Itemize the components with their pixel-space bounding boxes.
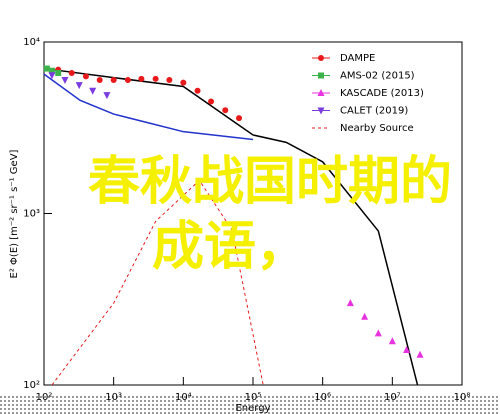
legend-label: AMS-02 (2015) [340,71,415,82]
legend-marker [317,89,325,96]
data-point [68,69,75,76]
data-point [110,77,117,84]
overlay-text: 春秋战国时期的 [88,152,452,212]
legend-marker [318,55,324,61]
overlay-text: 成语， [152,217,308,277]
legend-marker [318,72,324,79]
x-tick-label: 10⁶ [314,392,331,403]
data-point [103,92,111,100]
data-point [361,312,369,320]
data-point [194,87,201,94]
data-point [48,72,56,80]
data-point [89,87,97,95]
dotted-strip [0,396,500,414]
x-tick-label: 10⁴ [175,392,192,403]
data-point [208,98,215,105]
x-tick-label: 10⁷ [384,392,401,403]
data-point [55,69,62,76]
y-tick-label: 10² [23,380,40,391]
x-tick-label: 10² [36,392,53,403]
data-point [166,77,173,84]
legend-label: KASCADE (2013) [340,88,424,99]
data-point [388,337,396,345]
y-tick-label: 10⁴ [23,37,40,48]
data-point [180,79,187,86]
data-point [346,299,354,307]
data-point [138,75,145,82]
y-axis-label: E² Φ(E) [m⁻² sr⁻¹ s⁻¹ GeV] [9,149,20,278]
data-point [48,67,55,74]
data-point [236,115,243,122]
data-point [416,350,424,358]
data-point [403,345,411,353]
data-point [96,77,103,84]
data-point [61,77,69,85]
data-point [124,77,131,84]
data-point [222,107,229,114]
series-line [51,179,264,386]
legend-label: Nearby Source [340,123,414,134]
data-point [152,75,159,82]
x-tick-label: 10³ [105,392,122,403]
legend-label: CALET (2019) [340,106,408,117]
x-tick-label: 10⁸ [454,392,471,403]
x-tick-label: 10⁵ [245,392,262,403]
legend-label: DAMPE [340,53,375,64]
y-tick-label: 10³ [23,209,40,220]
x-axis-label: Energy [235,403,270,414]
data-point [374,329,382,337]
data-point [75,82,83,90]
model-curve [43,73,254,141]
data-point [82,73,89,80]
legend-marker [317,107,325,115]
data-point [43,65,50,72]
